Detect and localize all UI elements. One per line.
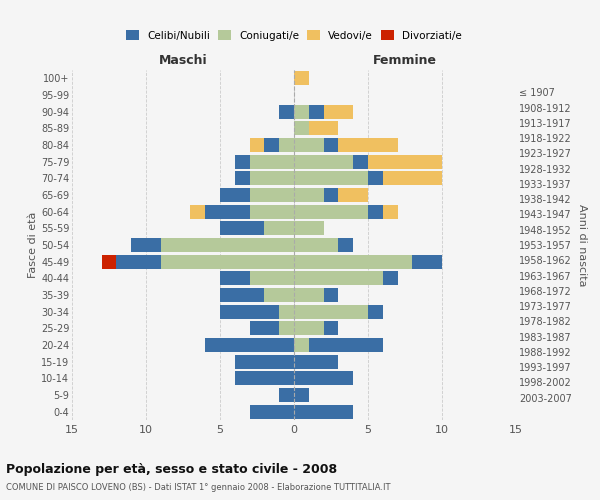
Bar [338, 138, 398, 152]
Bar [220, 304, 279, 319]
Bar [101, 254, 116, 269]
Bar [368, 204, 383, 219]
Bar [279, 104, 294, 118]
Bar [250, 322, 279, 336]
Bar [323, 188, 338, 202]
Bar [294, 354, 338, 369]
Bar [309, 338, 383, 352]
Bar [323, 138, 338, 152]
Bar [383, 271, 398, 285]
Bar [235, 172, 250, 185]
Bar [309, 104, 323, 118]
Bar [353, 154, 368, 169]
Bar [235, 371, 294, 386]
Bar [220, 271, 250, 285]
Bar [294, 72, 309, 86]
Bar [294, 404, 353, 418]
Bar [368, 172, 383, 185]
Bar [161, 254, 294, 269]
Bar [294, 304, 368, 319]
Bar [294, 371, 353, 386]
Text: Femmine: Femmine [373, 54, 437, 66]
Bar [294, 138, 323, 152]
Bar [294, 221, 323, 236]
Bar [323, 104, 353, 118]
Bar [250, 404, 294, 418]
Bar [294, 154, 353, 169]
Bar [294, 322, 323, 336]
Bar [294, 122, 309, 136]
Bar [161, 238, 294, 252]
Bar [294, 104, 309, 118]
Bar [383, 204, 398, 219]
Bar [205, 338, 294, 352]
Bar [338, 188, 368, 202]
Bar [368, 304, 383, 319]
Bar [279, 322, 294, 336]
Bar [190, 204, 205, 219]
Text: Popolazione per età, sesso e stato civile - 2008: Popolazione per età, sesso e stato civil… [6, 462, 337, 475]
Bar [309, 122, 338, 136]
Bar [294, 288, 323, 302]
Bar [412, 254, 442, 269]
Bar [265, 221, 294, 236]
Y-axis label: Fasce di età: Fasce di età [28, 212, 38, 278]
Text: Maschi: Maschi [158, 54, 208, 66]
Bar [279, 138, 294, 152]
Bar [279, 304, 294, 319]
Bar [205, 204, 250, 219]
Bar [323, 288, 338, 302]
Bar [265, 138, 279, 152]
Bar [279, 388, 294, 402]
Bar [220, 288, 265, 302]
Bar [294, 271, 383, 285]
Bar [250, 172, 294, 185]
Bar [250, 271, 294, 285]
Bar [294, 338, 309, 352]
Bar [294, 254, 412, 269]
Bar [131, 238, 161, 252]
Bar [250, 154, 294, 169]
Bar [383, 172, 442, 185]
Bar [116, 254, 161, 269]
Bar [250, 188, 294, 202]
Bar [338, 238, 353, 252]
Legend: Celibi/Nubili, Coniugati/e, Vedovi/e, Divorziati/e: Celibi/Nubili, Coniugati/e, Vedovi/e, Di… [122, 26, 466, 45]
Bar [294, 188, 323, 202]
Bar [294, 172, 368, 185]
Bar [220, 221, 265, 236]
Bar [235, 354, 294, 369]
Bar [294, 388, 309, 402]
Bar [220, 188, 250, 202]
Bar [250, 138, 265, 152]
Bar [368, 154, 442, 169]
Bar [294, 238, 338, 252]
Bar [323, 322, 338, 336]
Bar [235, 154, 250, 169]
Y-axis label: Anni di nascita: Anni di nascita [577, 204, 587, 286]
Bar [250, 204, 294, 219]
Bar [265, 288, 294, 302]
Text: COMUNE DI PAISCO LOVENO (BS) - Dati ISTAT 1° gennaio 2008 - Elaborazione TUTTITA: COMUNE DI PAISCO LOVENO (BS) - Dati ISTA… [6, 484, 391, 492]
Bar [294, 204, 368, 219]
